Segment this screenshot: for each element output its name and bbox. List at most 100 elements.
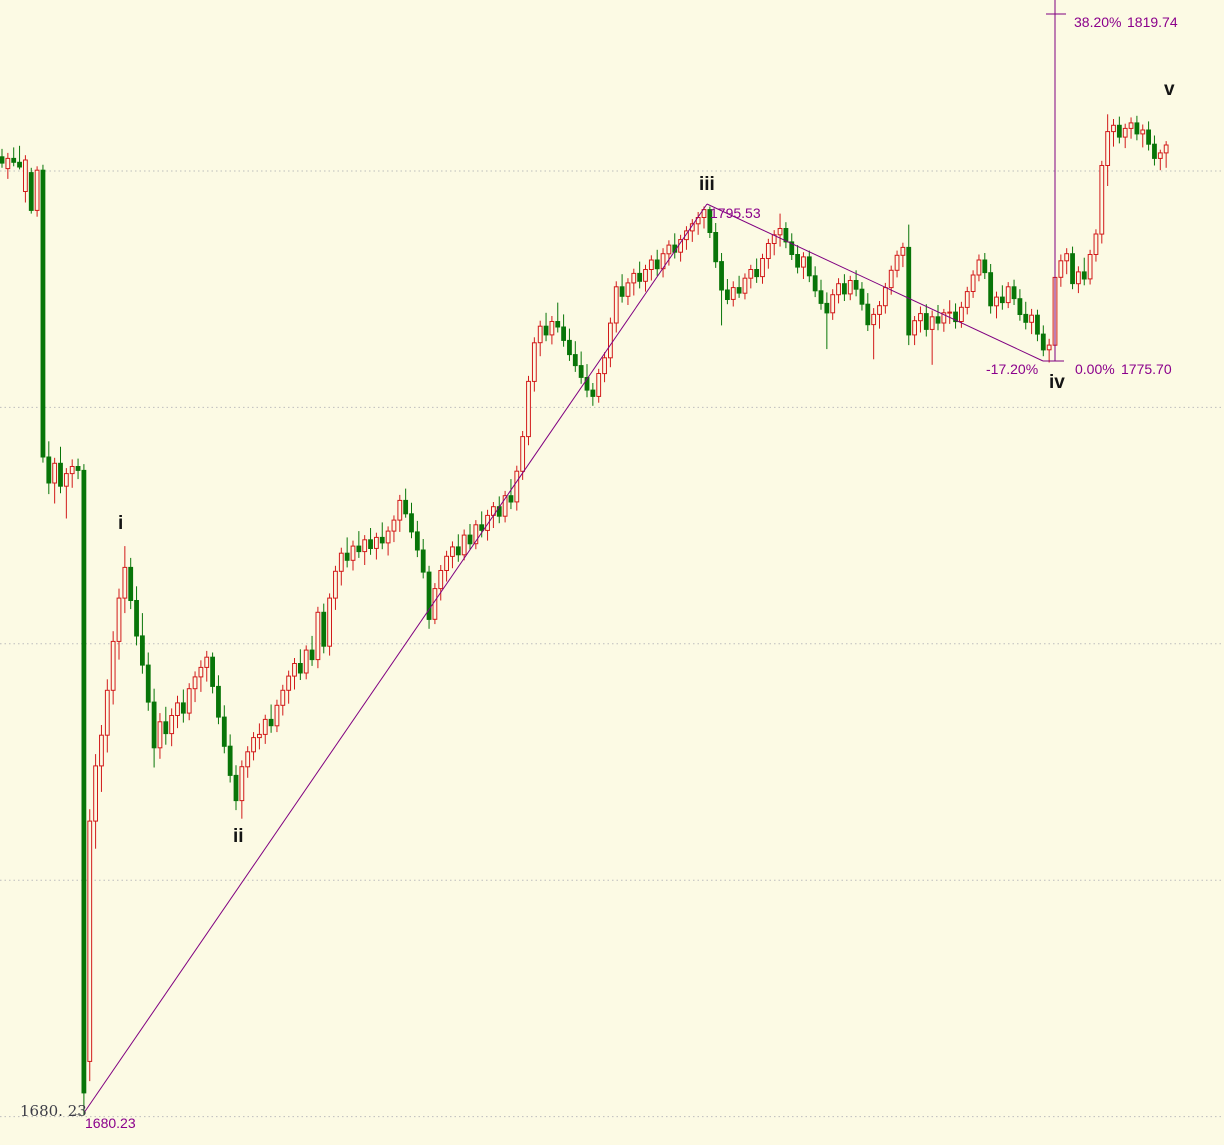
candle-down xyxy=(1035,314,1040,335)
candle-down xyxy=(227,745,233,776)
candle-down xyxy=(1017,298,1023,316)
candle-down xyxy=(368,539,373,549)
candle-up xyxy=(1058,260,1064,278)
candle-up xyxy=(912,320,918,336)
candle-up xyxy=(765,243,771,259)
candle-up xyxy=(473,524,479,545)
fib-0-price-label[interactable]: 1775.70 xyxy=(1121,361,1172,377)
candle-up xyxy=(362,539,368,553)
candle-up xyxy=(1046,344,1052,351)
candle-up xyxy=(684,230,689,241)
candle-down xyxy=(40,169,46,458)
candle-down xyxy=(496,506,502,517)
candle-up xyxy=(748,269,754,279)
candle-down xyxy=(654,259,660,270)
candle-down xyxy=(725,289,730,300)
candle-up xyxy=(871,313,877,326)
candle-down xyxy=(221,716,227,747)
candle-up xyxy=(959,306,964,322)
candle-down xyxy=(163,721,169,735)
candle-up xyxy=(192,676,198,690)
candle-down xyxy=(906,246,912,336)
candle-down xyxy=(81,469,87,1094)
candle-up xyxy=(1105,131,1111,167)
candle-up xyxy=(186,688,192,714)
fib-382-percent-label[interactable]: 38.20% xyxy=(1074,14,1122,30)
candle-up xyxy=(262,718,268,735)
candle-up xyxy=(900,246,906,256)
candle-down xyxy=(754,269,760,278)
wave-label-iii[interactable]: iii xyxy=(699,174,715,195)
candle-up xyxy=(970,274,976,292)
candle-up xyxy=(613,286,619,324)
candle-up xyxy=(730,287,736,300)
candle-up xyxy=(608,322,613,359)
low-price-axis-label: 1680. 23 xyxy=(20,1102,87,1120)
candle-down xyxy=(128,566,134,602)
candle-down xyxy=(216,685,221,718)
fib-0-percent-label[interactable]: 0.00% xyxy=(1075,361,1115,377)
candle-down xyxy=(578,365,584,378)
candle-down xyxy=(795,254,801,268)
candle-down xyxy=(637,272,643,282)
candle-down xyxy=(344,552,350,561)
candle-down xyxy=(1152,143,1157,159)
candle-up xyxy=(602,357,607,375)
candle-up xyxy=(537,325,543,344)
candle-up xyxy=(1163,144,1169,154)
candle-up xyxy=(99,734,104,767)
candle-down xyxy=(297,663,303,674)
candle-down xyxy=(1116,124,1122,138)
candle-up xyxy=(947,311,953,314)
candle-down xyxy=(736,287,742,294)
candle-up xyxy=(444,555,450,571)
wave-label-ii[interactable]: ii xyxy=(233,826,244,847)
candle-up xyxy=(801,256,806,268)
candle-up xyxy=(1157,152,1163,159)
candle-down xyxy=(584,377,590,391)
candle-down xyxy=(414,531,420,551)
candle-down xyxy=(842,283,847,295)
candle-down xyxy=(783,228,789,243)
candle-up xyxy=(198,666,204,678)
wave-iii-price-label[interactable]: 1795.53 xyxy=(710,205,761,221)
candle-up xyxy=(1122,127,1128,138)
wave-label-iv[interactable]: iv xyxy=(1049,372,1065,393)
candle-up xyxy=(994,296,999,307)
candle-down xyxy=(806,256,812,277)
wave-label-v[interactable]: v xyxy=(1164,79,1175,100)
candle-down xyxy=(426,571,432,620)
candle-up xyxy=(760,258,765,278)
candle-up xyxy=(1099,165,1105,235)
candle-up xyxy=(23,159,28,192)
candle-down xyxy=(151,701,157,749)
trendline[interactable] xyxy=(83,203,708,1114)
candle-down xyxy=(1040,333,1046,351)
fib-low-price-label[interactable]: 1680.23 xyxy=(85,1115,136,1131)
candle-down xyxy=(1134,122,1140,135)
candle-up xyxy=(122,566,128,599)
candle-down xyxy=(321,611,327,647)
wave-label-i[interactable]: i xyxy=(118,513,124,534)
candle-up xyxy=(52,462,58,484)
candle-down xyxy=(58,462,63,487)
candle-up xyxy=(1029,314,1034,323)
candle-down xyxy=(543,325,549,336)
candle-up xyxy=(847,280,853,295)
candle-up xyxy=(93,765,98,822)
fib-382-price-label[interactable]: 1819.74 xyxy=(1127,14,1178,30)
candle-down xyxy=(567,339,572,356)
candle-up xyxy=(882,287,888,307)
candle-down xyxy=(953,311,958,323)
candle-up xyxy=(1093,233,1099,255)
candle-up xyxy=(116,597,122,642)
candle-down xyxy=(479,524,485,531)
candle-up xyxy=(303,649,309,674)
candle-up xyxy=(391,519,397,532)
candle-up xyxy=(1140,129,1146,135)
trendline[interactable] xyxy=(706,203,1044,362)
candle-up xyxy=(631,272,637,284)
fib-neg172-percent-label[interactable]: -17.20% xyxy=(986,361,1039,377)
